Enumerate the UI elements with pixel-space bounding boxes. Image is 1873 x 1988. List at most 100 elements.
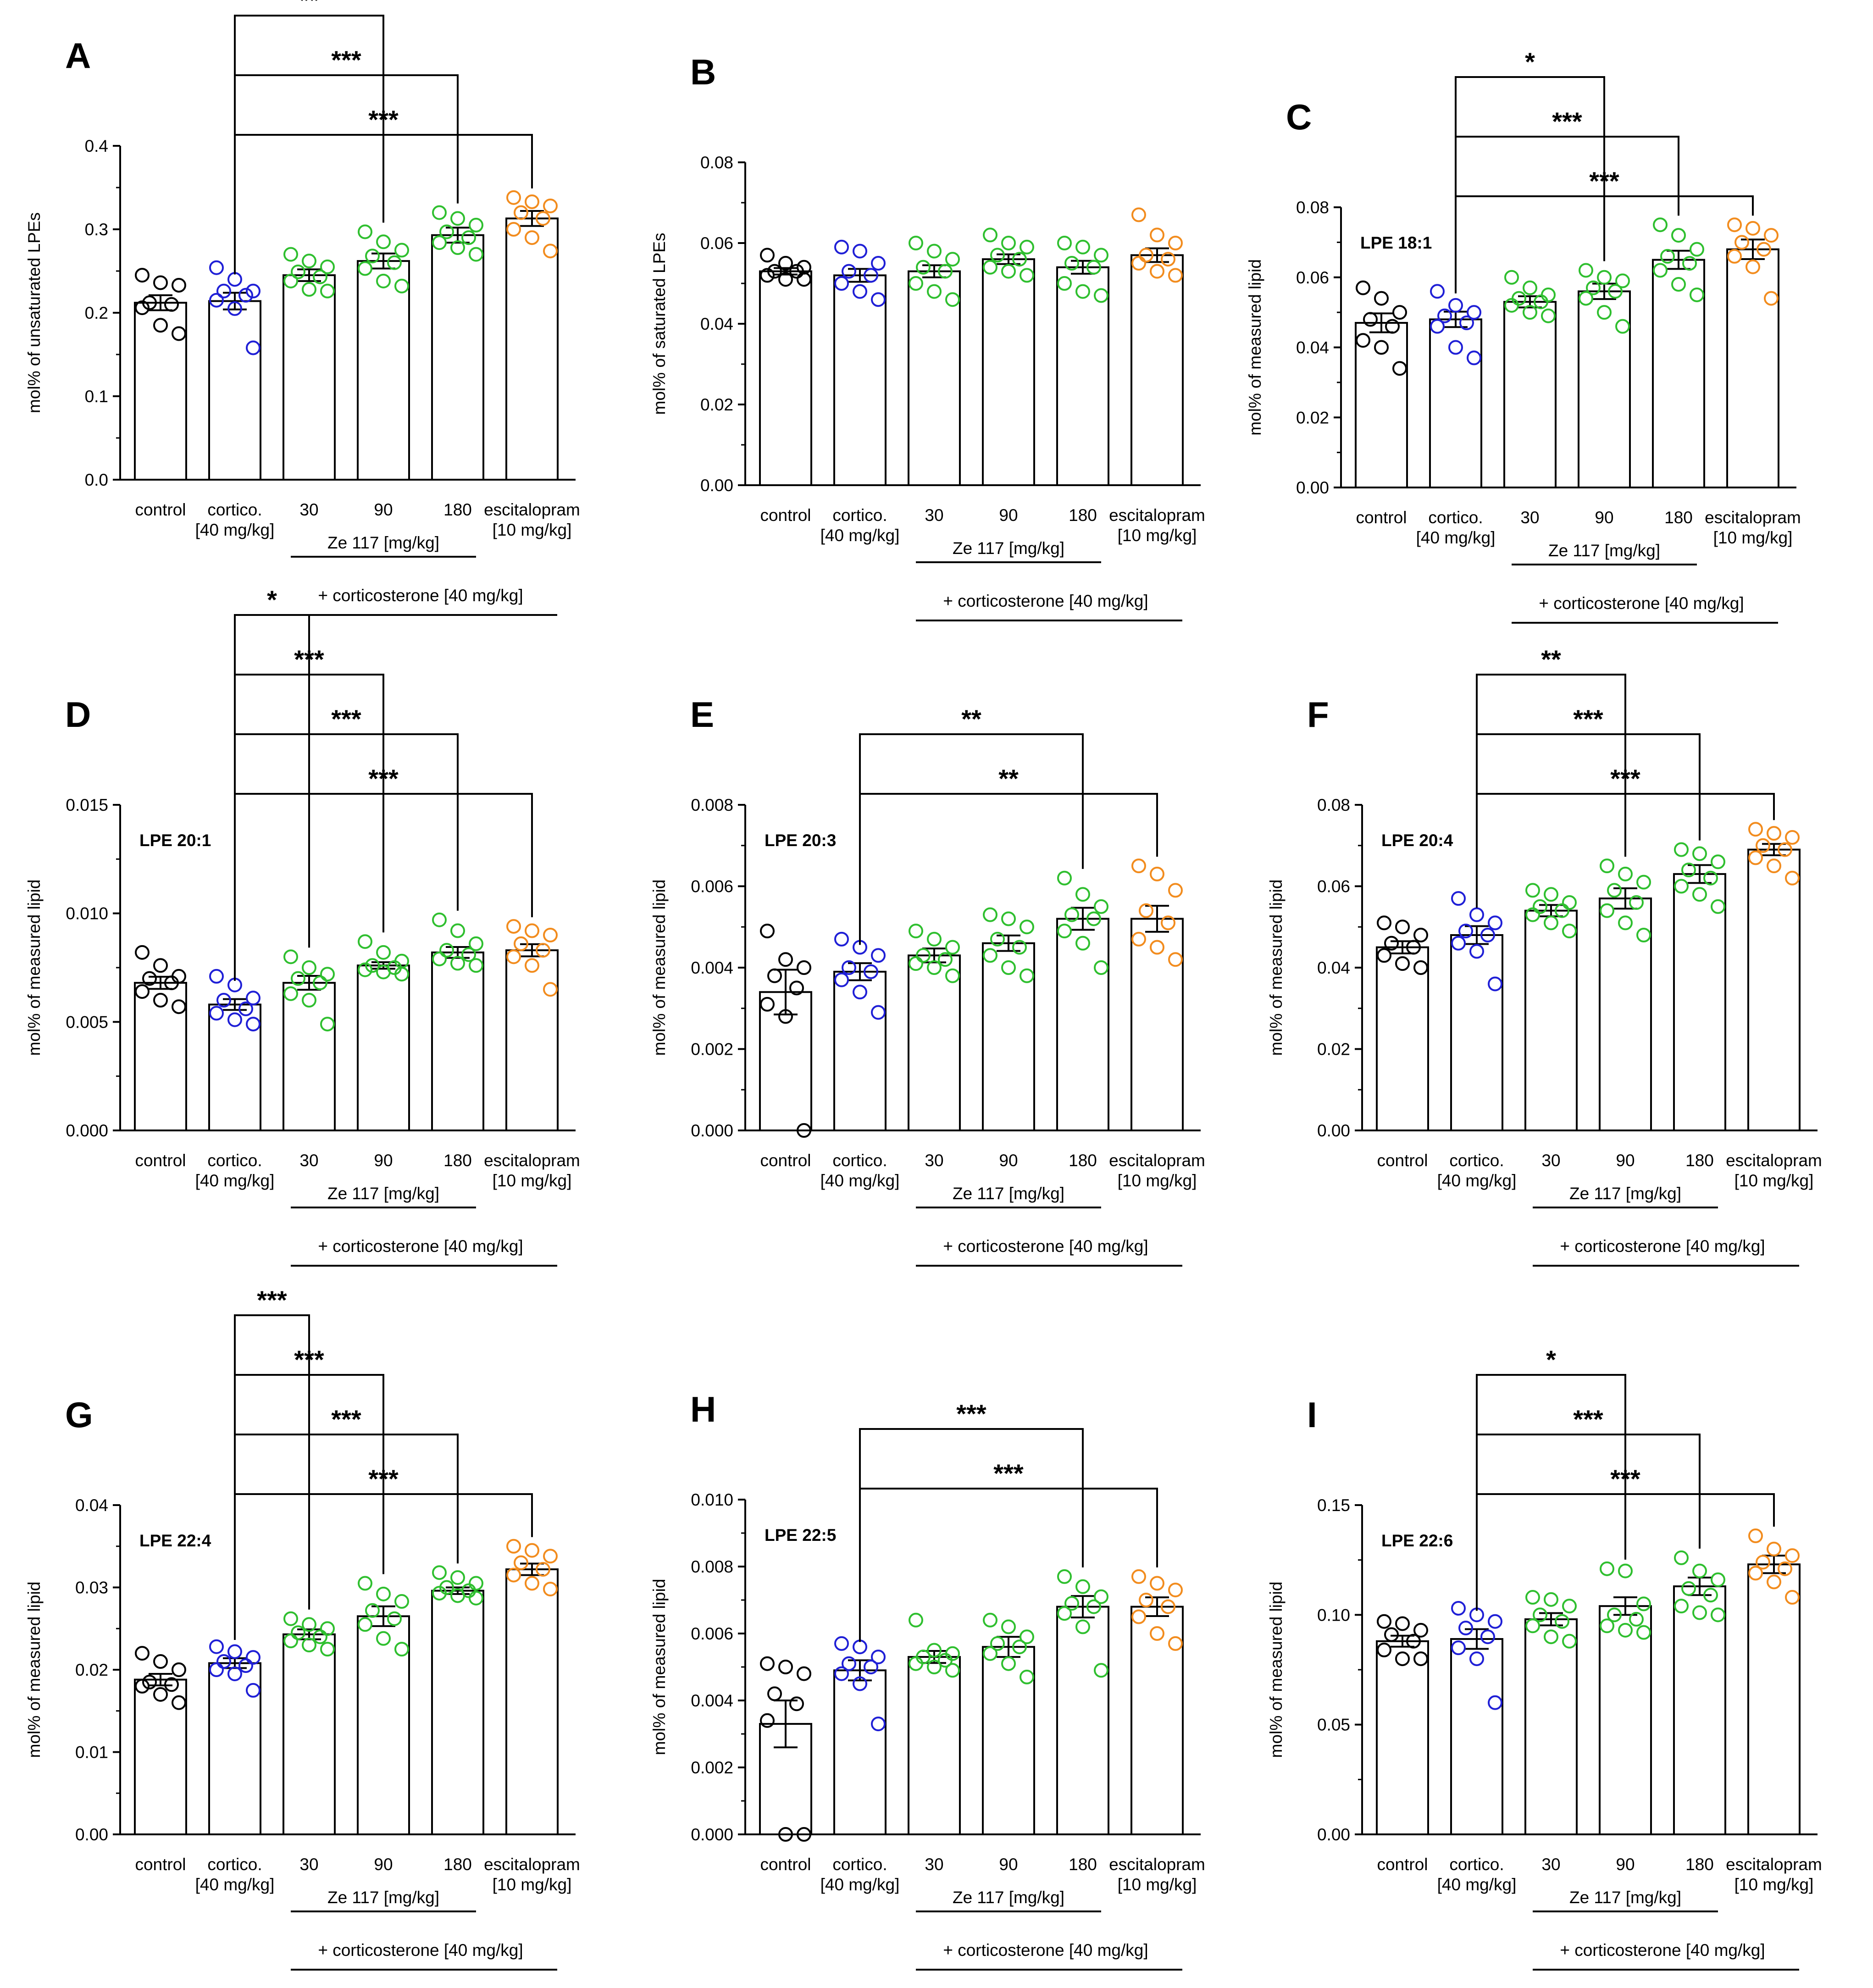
data-point	[153, 993, 168, 1008]
ze117-group-label: Ze 117 [mg/kg]	[327, 1184, 439, 1203]
category-sublabel: [40 mg/kg]	[820, 1171, 900, 1190]
category-label: control	[1377, 1855, 1428, 1874]
significance-label: **	[961, 704, 981, 733]
y-tick-label: 0.008	[691, 1557, 733, 1576]
ze117-group-label: Ze 117 [mg/kg]	[953, 1888, 1064, 1907]
data-point	[916, 948, 931, 963]
data-point	[1544, 915, 1558, 930]
data-point	[1469, 944, 1484, 959]
y-tick-label: 0.06	[1296, 268, 1329, 287]
data-point	[1600, 1561, 1614, 1576]
category-label: 180	[1069, 506, 1097, 525]
data-point	[1094, 960, 1108, 975]
data-point	[302, 1638, 316, 1653]
data-point	[450, 956, 465, 971]
data-point	[1094, 1589, 1108, 1604]
data-point	[227, 1012, 242, 1027]
data-point	[514, 1555, 528, 1570]
y-tick-label: 0.08	[1317, 796, 1350, 814]
data-point	[216, 993, 231, 1008]
data-point	[164, 975, 179, 991]
category-label: control	[1356, 508, 1407, 527]
data-point	[1523, 305, 1537, 320]
data-point	[1395, 956, 1410, 971]
data-point	[1150, 940, 1164, 955]
data-point	[1785, 1590, 1800, 1605]
data-point	[1377, 1614, 1391, 1629]
data-point	[834, 1666, 849, 1681]
data-point	[1488, 1695, 1502, 1710]
data-point	[909, 924, 923, 939]
data-point	[1094, 899, 1108, 914]
significance-label: **	[998, 764, 1019, 793]
category-label: escitalopram	[484, 1855, 580, 1874]
category-label: control	[760, 1855, 811, 1874]
data-point	[797, 1827, 811, 1842]
significance-label: ***	[993, 1459, 1024, 1488]
bar-cortico	[833, 970, 887, 1131]
data-point	[302, 254, 316, 269]
data-point	[1458, 924, 1473, 939]
data-point	[1001, 960, 1016, 975]
data-point	[1430, 319, 1445, 334]
data-point	[320, 1017, 335, 1032]
data-point	[1653, 263, 1668, 278]
data-point	[871, 256, 886, 271]
data-point	[1541, 308, 1556, 323]
bar-control	[759, 270, 812, 486]
y-tick-label: 0.008	[691, 796, 733, 814]
ze117-group-label: Ze 117 [mg/kg]	[327, 1888, 439, 1907]
data-point	[227, 272, 242, 287]
data-point	[834, 239, 849, 255]
data-point	[525, 923, 539, 938]
data-point	[1727, 217, 1742, 233]
data-point	[778, 256, 793, 271]
data-point	[514, 205, 528, 220]
data-point	[1020, 1669, 1034, 1684]
data-point	[916, 260, 931, 275]
category-label: 30	[299, 1855, 318, 1874]
category-label: 90	[1595, 508, 1613, 527]
data-point	[365, 1603, 380, 1618]
data-point	[1459, 316, 1474, 331]
significance-label: ***	[956, 1399, 986, 1428]
category-label: 180	[443, 1855, 472, 1874]
data-point	[1448, 298, 1463, 313]
category-sublabel: [40 mg/kg]	[195, 1171, 275, 1190]
data-point	[450, 211, 465, 226]
data-point	[246, 991, 260, 1006]
data-point	[1139, 1593, 1153, 1607]
category-label: 30	[925, 506, 943, 525]
data-point	[1504, 270, 1519, 285]
y-tick-label: 0.15	[1317, 1496, 1350, 1515]
data-point	[1681, 1581, 1696, 1596]
data-point	[1064, 907, 1079, 922]
data-point	[135, 1678, 150, 1694]
data-point	[1681, 863, 1696, 877]
data-point	[909, 956, 923, 971]
category-label: escitalopram	[1726, 1151, 1822, 1170]
data-point	[1012, 252, 1027, 267]
bar-cortico	[833, 274, 887, 487]
y-tick-label: 0.000	[691, 1121, 733, 1140]
ze117-group-label: Ze 117 [mg/kg]	[327, 533, 439, 552]
y-tick-label: 0.00	[1317, 1825, 1350, 1844]
data-point	[1057, 870, 1072, 886]
data-point	[1767, 826, 1781, 841]
category-label: 90	[1616, 1855, 1635, 1874]
bar-control	[134, 1678, 187, 1836]
data-point	[1356, 280, 1370, 295]
panel-letter: I	[1307, 1395, 1317, 1435]
data-point	[1692, 1563, 1707, 1578]
data-point	[1778, 1561, 1792, 1576]
data-point	[1692, 846, 1707, 861]
data-point	[320, 1642, 335, 1657]
data-point	[376, 234, 391, 249]
bar-escitalopram	[1130, 918, 1184, 1131]
corticosterone-group-label: + corticosterone [40 mg/kg]	[318, 586, 523, 605]
data-point	[1525, 883, 1540, 898]
data-point	[365, 958, 380, 973]
data-point	[432, 235, 447, 250]
bar-control	[134, 982, 187, 1131]
significance-label: ***	[368, 764, 399, 793]
